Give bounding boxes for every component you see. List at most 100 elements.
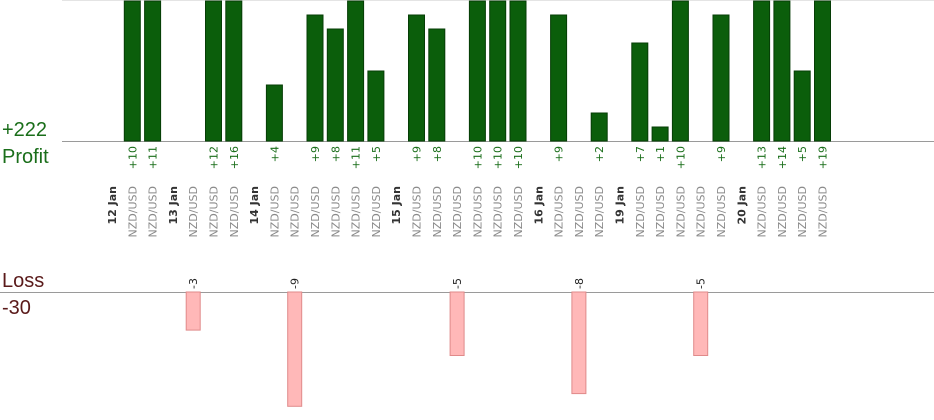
profit-bar <box>489 0 507 142</box>
instrument-label: NZD/USD <box>289 186 302 237</box>
profit-value-label: +10 <box>126 146 139 169</box>
profit-bar <box>205 0 222 142</box>
date-label: 14 Jan <box>248 186 261 224</box>
instrument-label: NZD/USD <box>309 186 322 237</box>
instrument-label: NZD/USD <box>228 186 241 237</box>
profit-bar <box>225 0 243 142</box>
profit-value-label: +9 <box>715 146 728 162</box>
profit-bar <box>347 0 365 142</box>
chart-labels: 12 Jan NZD/USD +10 NZD/USD +11 13 Jan NZD/USD -… <box>106 146 830 289</box>
instrument-label: NZD/USD <box>208 186 221 237</box>
profit-value-label: +4 <box>268 146 281 162</box>
profit-value-label: +10 <box>471 146 484 169</box>
profit-bar <box>590 112 608 142</box>
profit-bar <box>550 14 568 142</box>
profit-bar <box>326 28 344 142</box>
profit-bar <box>468 0 486 142</box>
profit-bar <box>631 42 649 142</box>
instrument-label: NZD/USD <box>350 186 363 237</box>
loss-bar <box>449 291 465 356</box>
instrument-label: NZD/USD <box>126 186 139 237</box>
loss-value-label: -8 <box>573 278 586 289</box>
loss-value-label: -9 <box>289 278 302 289</box>
instrument-label: NZD/USD <box>695 186 708 237</box>
instrument-label: NZD/USD <box>268 186 281 237</box>
profit-value-label: +5 <box>370 146 383 162</box>
date-label: 13 Jan <box>167 186 180 224</box>
profit-bar <box>671 0 689 142</box>
instrument-label: NZD/USD <box>796 186 809 237</box>
profit-bar <box>509 0 527 142</box>
profit-bar <box>265 84 283 142</box>
date-label: 15 Jan <box>390 186 403 224</box>
profit-value-label: +11 <box>147 146 160 169</box>
loss-value-label: -5 <box>451 278 464 289</box>
instrument-label: NZD/USD <box>471 186 484 237</box>
profit-value-label: +14 <box>776 146 789 169</box>
profit-value-label: +7 <box>634 146 647 162</box>
date-label: 12 Jan <box>106 186 119 224</box>
profit-bar <box>712 14 730 142</box>
profit-bar <box>367 70 385 142</box>
profit-bar <box>651 126 669 142</box>
profit-bar <box>123 0 141 142</box>
profit-value-label: +13 <box>756 146 769 169</box>
loss-total-label: -30 <box>2 297 31 319</box>
instrument-label: NZD/USD <box>512 186 525 237</box>
profit-value-label: +8 <box>329 146 342 162</box>
profit-value-label: +10 <box>674 146 687 169</box>
profit-value-label: +9 <box>411 146 424 162</box>
instrument-label: NZD/USD <box>553 186 566 237</box>
profit-value-label: +2 <box>593 146 606 162</box>
profit-value-label: +9 <box>553 146 566 162</box>
profit-value-label: +9 <box>309 146 322 162</box>
loss-value-label: -3 <box>187 278 200 289</box>
loss-bar <box>185 291 201 331</box>
instrument-label: NZD/USD <box>573 186 586 237</box>
instrument-label: NZD/USD <box>147 186 160 237</box>
instrument-label: NZD/USD <box>674 186 687 237</box>
instrument-label: NZD/USD <box>370 186 383 237</box>
loss-bar <box>571 291 587 395</box>
loss-bar <box>287 291 303 407</box>
loss-bar <box>693 291 709 356</box>
profit-bar <box>753 0 771 142</box>
profit-value-label: +16 <box>228 146 241 169</box>
profit-bar <box>773 0 791 142</box>
date-label: 20 Jan <box>735 186 748 224</box>
instrument-label: NZD/USD <box>715 186 728 237</box>
loss-axis-label: Loss <box>2 270 44 292</box>
profit-value-label: +1 <box>654 146 667 162</box>
instrument-label: NZD/USD <box>492 186 505 237</box>
profit-axis-label: Profit <box>2 146 49 168</box>
profit-bar <box>793 70 811 142</box>
instrument-label: NZD/USD <box>411 186 424 237</box>
instrument-label: NZD/USD <box>776 186 789 237</box>
instrument-label: NZD/USD <box>187 186 200 237</box>
profit-value-label: +19 <box>817 146 830 169</box>
chart-bars <box>123 0 831 407</box>
profit-bar <box>428 28 446 142</box>
profit-value-label: +8 <box>431 146 444 162</box>
profit-value-label: +10 <box>512 146 525 169</box>
instrument-label: NZD/USD <box>329 186 342 237</box>
date-label: 16 Jan <box>532 186 545 224</box>
instrument-label: NZD/USD <box>593 186 606 237</box>
instrument-label: NZD/USD <box>654 186 667 237</box>
profit-total-label: +222 <box>2 119 47 141</box>
profit-bar <box>306 14 324 142</box>
profit-value-label: +12 <box>208 146 221 169</box>
profit-bar <box>144 0 162 142</box>
profit-bar <box>408 14 425 142</box>
instrument-label: NZD/USD <box>634 186 647 237</box>
instrument-label: NZD/USD <box>431 186 444 237</box>
loss-value-label: -5 <box>695 278 708 289</box>
profit-value-label: +11 <box>350 146 363 169</box>
instrument-label: NZD/USD <box>817 186 830 237</box>
profit-value-label: +10 <box>492 146 505 169</box>
date-label: 19 Jan <box>614 186 627 224</box>
instrument-label: NZD/USD <box>756 186 769 237</box>
instrument-label: NZD/USD <box>451 186 464 237</box>
profit-bar <box>814 0 831 142</box>
